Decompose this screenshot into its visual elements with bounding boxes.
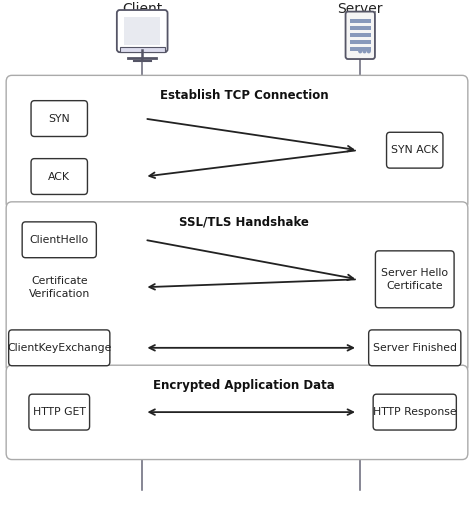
Text: SYN ACK: SYN ACK [391, 145, 438, 155]
FancyBboxPatch shape [31, 159, 87, 194]
Text: Server Hello
Certificate: Server Hello Certificate [381, 268, 448, 291]
FancyBboxPatch shape [6, 75, 468, 209]
FancyBboxPatch shape [369, 330, 461, 366]
Text: Encrypted Application Data: Encrypted Application Data [153, 379, 335, 392]
FancyBboxPatch shape [119, 47, 165, 52]
Text: HTTP GET: HTTP GET [33, 407, 86, 417]
Text: ACK: ACK [48, 172, 70, 181]
FancyBboxPatch shape [350, 47, 371, 52]
FancyBboxPatch shape [124, 17, 160, 45]
Text: ClientKeyExchange: ClientKeyExchange [7, 343, 111, 353]
FancyBboxPatch shape [9, 330, 110, 366]
FancyBboxPatch shape [22, 222, 96, 258]
FancyBboxPatch shape [350, 26, 371, 31]
Circle shape [367, 50, 370, 53]
Text: HTTP Response: HTTP Response [373, 407, 456, 417]
FancyBboxPatch shape [6, 365, 468, 460]
FancyBboxPatch shape [6, 202, 468, 373]
FancyBboxPatch shape [29, 394, 90, 430]
Text: Establish TCP Connection: Establish TCP Connection [160, 89, 328, 102]
FancyBboxPatch shape [117, 10, 168, 52]
Text: Server: Server [337, 3, 383, 16]
Text: ClientHello: ClientHello [29, 235, 89, 245]
Text: Certificate
Verification: Certificate Verification [28, 276, 90, 299]
Circle shape [363, 50, 366, 53]
Text: Client: Client [122, 3, 162, 16]
FancyBboxPatch shape [375, 251, 454, 308]
FancyBboxPatch shape [346, 12, 375, 59]
Circle shape [359, 50, 362, 53]
Text: SSL/TLS Handshake: SSL/TLS Handshake [179, 216, 309, 228]
Text: Server Finished: Server Finished [373, 343, 457, 353]
FancyBboxPatch shape [350, 40, 371, 44]
FancyBboxPatch shape [31, 101, 87, 136]
FancyBboxPatch shape [373, 394, 456, 430]
Text: SYN: SYN [48, 114, 70, 123]
FancyBboxPatch shape [350, 33, 371, 37]
FancyBboxPatch shape [387, 132, 443, 168]
FancyBboxPatch shape [350, 19, 371, 23]
